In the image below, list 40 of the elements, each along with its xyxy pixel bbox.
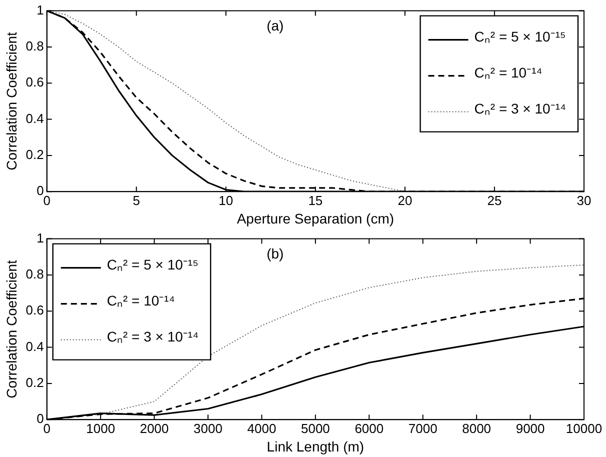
y-tick-label: 1 bbox=[36, 230, 44, 246]
annotation: (b) bbox=[266, 246, 284, 262]
y-tick-label: 0.2 bbox=[26, 375, 44, 390]
y-tick-label: 1 bbox=[36, 2, 44, 18]
x-tick-label: 5000 bbox=[300, 420, 330, 436]
y-tick-label: 0.4 bbox=[26, 338, 44, 354]
y-tick-label: 0.8 bbox=[26, 38, 44, 54]
legend-label: Cₙ² = 5 × 10⁻¹⁵ bbox=[474, 28, 566, 45]
x-tick-label: 6000 bbox=[354, 420, 384, 436]
legend-label: Cₙ² = 10⁻¹⁴ bbox=[474, 64, 542, 81]
x-tick-label: 3000 bbox=[194, 420, 222, 436]
y-tick-label: 0.8 bbox=[26, 266, 44, 282]
x-tick-label: 2000 bbox=[140, 420, 169, 436]
legend-label: Cₙ² = 10⁻¹⁴ bbox=[106, 292, 175, 309]
x-tick-label: 9000 bbox=[516, 420, 545, 436]
annotation: (a) bbox=[266, 18, 284, 34]
x-axis-title: Aperture Separation (cm) bbox=[236, 210, 394, 226]
legend-label: Cₙ² = 3 × 10⁻¹⁴ bbox=[474, 100, 566, 117]
y-tick-label: 0.4 bbox=[26, 110, 44, 126]
x-tick-label: 15 bbox=[308, 192, 323, 208]
x-tick-label: 30 bbox=[576, 192, 592, 208]
y-axis-title: Correlation Coefficient bbox=[3, 260, 20, 398]
x-tick-label: 25 bbox=[487, 192, 502, 208]
x-tick-label: 10 bbox=[218, 192, 234, 208]
x-tick-label: 8000 bbox=[462, 420, 492, 436]
legend-label: Cₙ² = 3 × 10⁻¹⁴ bbox=[106, 328, 199, 345]
x-tick-label: 10000 bbox=[566, 420, 602, 436]
x-axis-title: Link Length (m) bbox=[266, 438, 364, 454]
legend-label: Cₙ² = 5 × 10⁻¹⁵ bbox=[106, 256, 198, 273]
x-tick-label: 7000 bbox=[408, 420, 438, 436]
y-tick-label: 0.2 bbox=[26, 147, 44, 162]
x-tick-label: 1000 bbox=[86, 420, 116, 436]
y-tick-label: 0.6 bbox=[26, 302, 44, 318]
x-tick-label: 4000 bbox=[247, 420, 276, 436]
y-axis-title: Correlation Coefficient bbox=[3, 32, 20, 170]
y-tick-label: 0.6 bbox=[26, 74, 44, 90]
y-tick-label: 0 bbox=[36, 183, 44, 198]
x-tick-label: 20 bbox=[398, 192, 412, 208]
x-tick-label: 5 bbox=[132, 192, 140, 208]
y-tick-label: 0 bbox=[36, 411, 44, 426]
